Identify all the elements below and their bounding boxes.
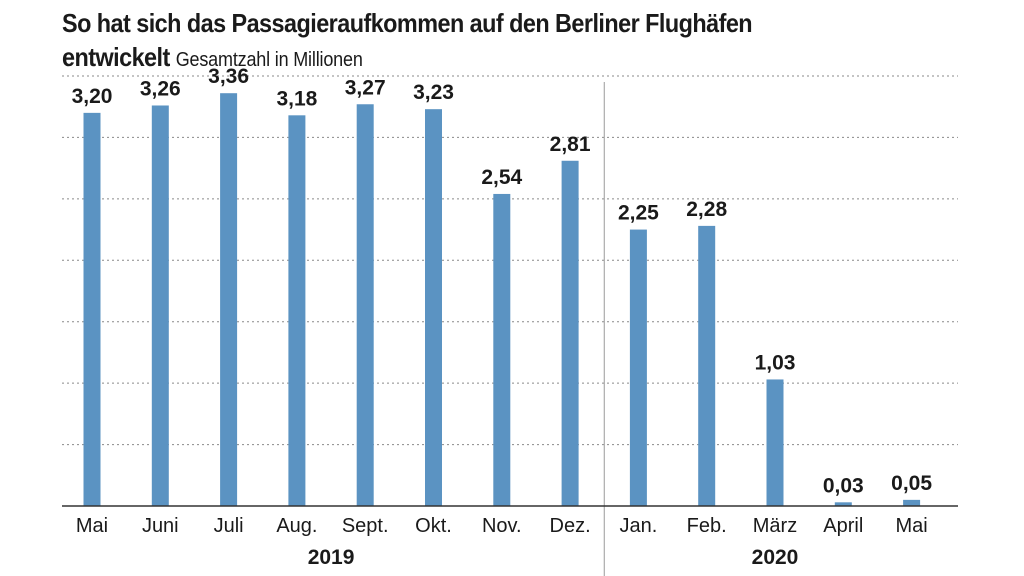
category-label-0: Mai <box>76 515 108 537</box>
bar-8 <box>629 229 647 507</box>
value-label-6: 2,54 <box>481 166 522 189</box>
title-line-2-wrapper: entwickelt Gesamtzahl in Millionen <box>62 40 917 77</box>
group-label-0: 2019 <box>308 546 355 569</box>
category-label-1: Juni <box>142 515 179 537</box>
category-label-10: März <box>753 515 797 537</box>
value-label-4: 3,27 <box>345 76 386 99</box>
value-label-5: 3,23 <box>413 81 454 104</box>
bar-1 <box>151 105 169 506</box>
title-line-2: entwickelt <box>62 42 170 72</box>
value-label-7: 2,81 <box>550 133 591 156</box>
value-label-3: 3,18 <box>276 87 317 110</box>
category-label-5: Okt. <box>415 515 452 537</box>
value-label-9: 2,28 <box>686 198 727 221</box>
chart-title: So hat sich das Passagieraufkommen auf d… <box>62 6 917 77</box>
value-label-10: 1,03 <box>755 351 796 374</box>
value-label-1: 3,26 <box>140 77 181 100</box>
bar-9 <box>698 225 716 506</box>
bar-10 <box>766 379 784 506</box>
category-label-7: Dez. <box>550 515 591 537</box>
value-label-8: 2,25 <box>618 202 659 225</box>
bar-7 <box>561 160 579 506</box>
category-label-12: Mai <box>895 515 927 537</box>
category-label-9: Feb. <box>687 515 727 537</box>
category-label-4: Sept. <box>342 515 389 537</box>
value-label-12: 0,05 <box>891 472 932 495</box>
bar-6 <box>493 193 511 506</box>
bar-3 <box>288 115 306 507</box>
bar-4 <box>356 104 374 506</box>
chart-subtitle: Gesamtzahl in Millionen <box>175 49 363 71</box>
category-label-2: Juli <box>214 515 244 537</box>
bar-11 <box>834 502 852 506</box>
category-label-11: April <box>823 515 863 537</box>
bar-12 <box>903 499 921 506</box>
category-label-8: Jan. <box>619 515 657 537</box>
category-label-6: Nov. <box>482 515 522 537</box>
bar-5 <box>425 109 442 507</box>
group-label-1: 2020 <box>752 546 799 569</box>
bar-0 <box>83 112 101 506</box>
bar-2 <box>220 93 238 506</box>
value-label-0: 3,20 <box>72 85 113 108</box>
title-line-1: So hat sich das Passagieraufkommen auf d… <box>62 8 753 38</box>
value-label-11: 0,03 <box>823 474 864 497</box>
category-label-3: Aug. <box>276 515 317 537</box>
value-label-2: 3,36 <box>208 65 249 88</box>
